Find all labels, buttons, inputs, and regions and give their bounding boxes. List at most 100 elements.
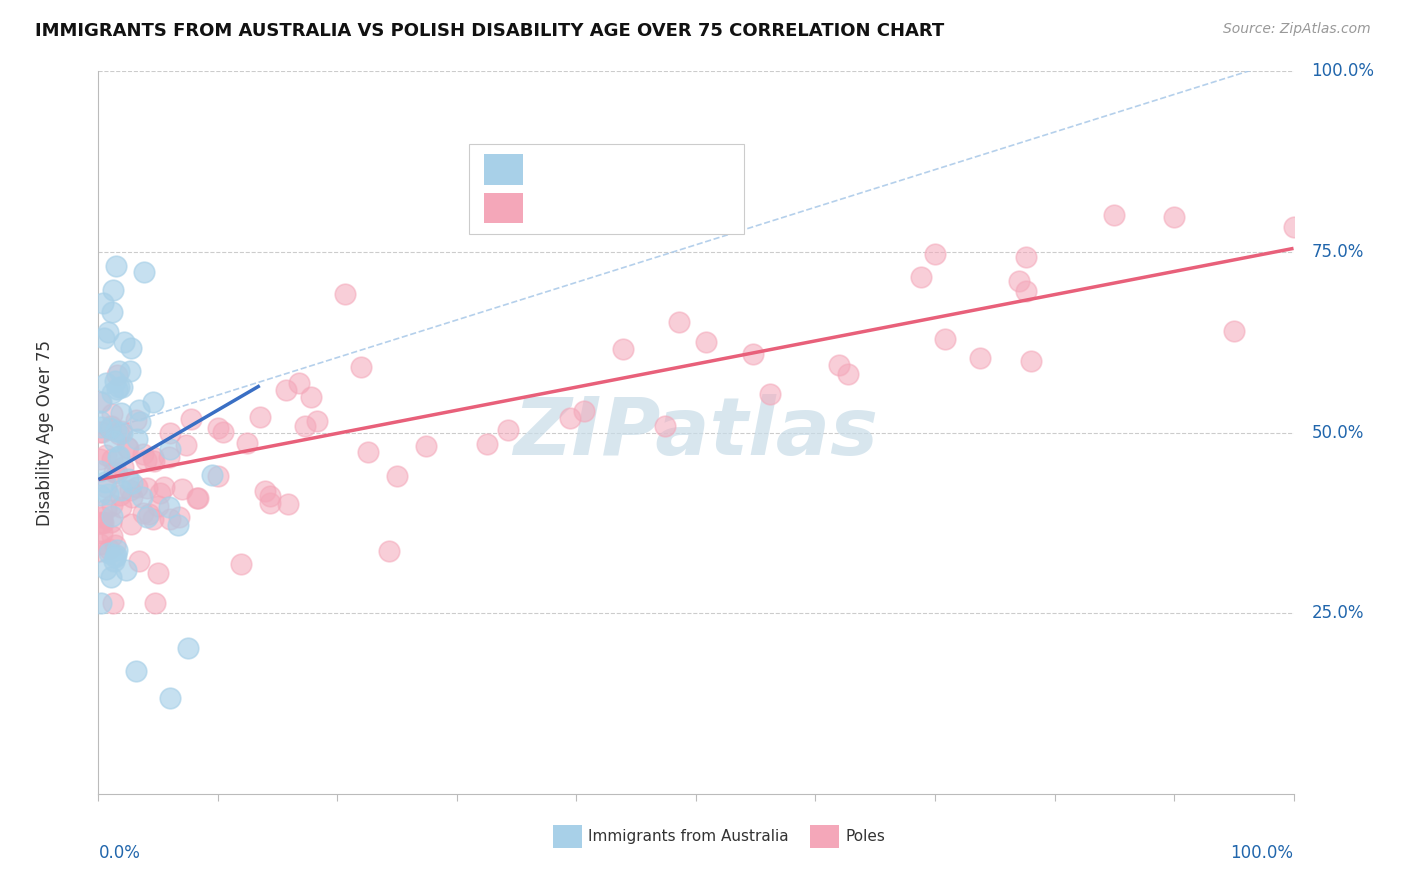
Point (131, 490, 153, 504)
Point (105, 368, 128, 382)
Point (103, 465, 125, 479)
Point (108, 488, 131, 502)
Point (159, 442, 181, 456)
Point (125, 413, 148, 427)
Point (170, 482, 193, 496)
Point (157, 450, 180, 464)
Point (837, 367, 859, 381)
Point (207, 469, 229, 483)
Point (174, 437, 197, 451)
Point (167, 509, 190, 524)
Point (110, 500, 132, 514)
Point (142, 512, 165, 526)
Point (128, 554, 150, 568)
Point (96, 501, 118, 516)
Text: IMMIGRANTS FROM AUSTRALIA VS POLISH DISABILITY AGE OVER 75 CORRELATION CHART: IMMIGRANTS FROM AUSTRALIA VS POLISH DISA… (35, 22, 945, 40)
Point (97, 325, 120, 339)
Point (100, 418, 122, 433)
Text: 50.0%: 50.0% (1312, 424, 1364, 442)
Point (103, 554, 125, 568)
Point (101, 386, 124, 401)
Point (120, 341, 142, 355)
Point (180, 412, 202, 426)
Point (98, 422, 121, 436)
Point (356, 444, 378, 458)
Point (101, 596, 124, 610)
Point (1008, 274, 1031, 288)
Point (120, 517, 142, 532)
Point (695, 334, 717, 349)
Point (128, 415, 150, 429)
Point (104, 424, 127, 438)
Point (121, 476, 143, 491)
Text: 25.0%: 25.0% (1312, 604, 1364, 623)
Point (128, 403, 150, 417)
Point (294, 419, 316, 434)
Point (91, 296, 114, 310)
Point (125, 432, 148, 446)
Point (135, 452, 157, 467)
Point (142, 450, 165, 464)
Point (89, 395, 111, 409)
Point (572, 404, 595, 418)
Text: 107: 107 (700, 198, 738, 217)
Point (100, 515, 122, 529)
Point (415, 439, 437, 453)
Point (236, 436, 259, 450)
Point (110, 424, 132, 438)
Point (969, 351, 991, 365)
Bar (810, 825, 839, 848)
Point (121, 490, 143, 504)
Point (127, 480, 149, 494)
Point (105, 260, 128, 274)
Point (924, 247, 946, 261)
Point (136, 481, 159, 495)
Point (132, 447, 155, 461)
Point (742, 347, 765, 361)
Point (89, 425, 111, 439)
Point (277, 497, 299, 511)
Point (136, 510, 159, 524)
Point (249, 409, 271, 424)
Point (335, 286, 357, 301)
Point (759, 386, 782, 401)
Point (117, 440, 139, 454)
Point (104, 374, 127, 388)
Point (1282, 220, 1305, 235)
Point (97, 546, 120, 560)
Point (89, 488, 111, 502)
Point (934, 332, 956, 346)
Point (115, 563, 138, 577)
Point (89, 464, 111, 478)
Point (98, 420, 121, 434)
Point (89, 544, 111, 558)
Point (105, 383, 128, 397)
Point (146, 566, 169, 581)
Bar (485, 193, 523, 223)
Point (378, 544, 401, 558)
Text: 75.0%: 75.0% (1312, 243, 1364, 261)
Point (177, 640, 200, 655)
Point (299, 390, 322, 404)
Point (89, 537, 111, 551)
Text: ZIPatlas: ZIPatlas (513, 393, 879, 472)
Text: 0.333: 0.333 (585, 198, 644, 217)
Text: Poles: Poles (845, 829, 886, 844)
Point (96, 376, 118, 391)
Point (105, 466, 128, 480)
Point (101, 407, 124, 421)
Point (132, 506, 155, 520)
Point (108, 363, 131, 377)
Point (105, 543, 128, 558)
Point (89, 414, 111, 428)
Point (159, 512, 181, 526)
Point (101, 451, 124, 466)
Point (90, 420, 112, 434)
Point (207, 420, 229, 434)
Point (186, 491, 208, 505)
Point (108, 426, 131, 441)
Point (104, 550, 127, 565)
Bar (553, 825, 582, 848)
Point (120, 364, 142, 378)
Text: N =: N = (652, 158, 693, 177)
